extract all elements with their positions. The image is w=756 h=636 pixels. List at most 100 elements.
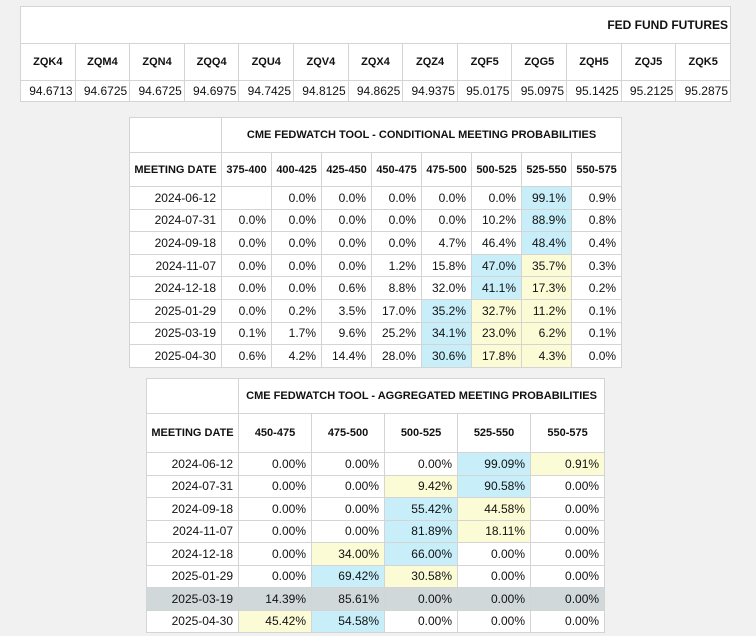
probability-cell: 0.00%	[384, 452, 458, 476]
table-row: 2025-01-29 0.00% 69.42% 30.58% 0.00% 0.00%	[146, 564, 606, 588]
futures-price-cell: 94.9375	[402, 80, 458, 102]
meeting-date-cell: 2024-09-18	[129, 231, 222, 255]
table-row: 2024-06-12 0.0% 0.0% 0.0% 0.0% 0.0% 99.1% 0.9%	[129, 186, 623, 210]
probability-cell: 0.00%	[529, 474, 606, 498]
futures-price-cell: 94.6975	[183, 80, 240, 102]
probability-cell: 17.8%	[471, 344, 522, 368]
probability-cell: 0.00%	[238, 519, 312, 543]
futures-values-row: 94.6713 94.6725 94.6725 94.6975 94.7425 94.81…	[20, 80, 731, 102]
conditional-date-header: MEETING DATE	[129, 152, 222, 187]
aggregated-range-header: 500-525	[384, 413, 458, 453]
meeting-date-cell: 2024-06-12	[129, 186, 222, 210]
probability-cell: 0.0%	[271, 276, 322, 300]
probability-cell: 0.00%	[384, 609, 458, 633]
probability-cell: 15.8%	[421, 253, 472, 278]
probability-cell: 30.6%	[421, 344, 472, 368]
futures-price-cell: 95.1425	[566, 80, 622, 102]
futures-price-cell: 94.8125	[293, 80, 349, 102]
probability-cell: 34.1%	[421, 321, 472, 346]
table-row: 2025-03-19 14.39% 85.61% 0.00% 0.00% 0.00%	[146, 587, 606, 611]
futures-price-cell: 94.7425	[238, 80, 295, 102]
probability-cell: 0.00%	[457, 609, 531, 633]
table-row: 2024-12-18 0.0% 0.0% 0.6% 8.8% 32.0% 41.1% 17.3…	[129, 276, 623, 300]
probability-cell: 0.0%	[421, 208, 472, 233]
aggregated-title-spacer	[146, 378, 239, 414]
probability-cell: 0.0%	[221, 208, 272, 233]
probability-cell: 14.39%	[238, 587, 312, 611]
probability-cell	[221, 186, 272, 210]
probability-cell: 55.42%	[384, 497, 458, 521]
probability-cell: 0.91%	[529, 452, 606, 476]
meeting-date-cell: 2025-04-30	[129, 344, 222, 368]
probability-cell: 99.09%	[457, 452, 531, 476]
probability-cell: 0.00%	[238, 542, 312, 566]
probability-cell: 99.1%	[521, 186, 572, 210]
table-row: 2024-11-07 0.0% 0.0% 0.0% 1.2% 15.8% 47.0% 35.7…	[129, 253, 623, 278]
meeting-date-cell: 2025-04-30	[146, 609, 239, 633]
table-row: 2025-03-19 0.1% 1.7% 9.6% 25.2% 34.1% 23.0% 6.2…	[129, 321, 623, 346]
probability-cell: 0.00%	[311, 497, 385, 521]
futures-price-cell: 95.0975	[511, 80, 568, 102]
futures-contract-header: ZQK4	[20, 43, 76, 81]
probability-cell: 48.4%	[521, 231, 572, 255]
probability-cell: 0.00%	[457, 564, 531, 588]
table-row: 2024-09-18 0.0% 0.0% 0.0% 0.0% 4.7% 46.4% 48.4%…	[129, 231, 623, 255]
probability-cell: 0.0%	[271, 253, 322, 278]
probability-cell: 1.2%	[371, 253, 422, 278]
futures-price-cell: 95.2125	[620, 80, 677, 102]
futures-contract-header: ZQQ4	[183, 43, 240, 81]
probability-cell: 4.2%	[271, 344, 322, 368]
probability-cell: 0.00%	[529, 587, 606, 611]
probability-cell: 0.00%	[457, 587, 531, 611]
probability-cell: 17.3%	[521, 276, 572, 300]
futures-contract-header: ZQF5	[456, 43, 513, 81]
probability-cell: 34.00%	[311, 542, 385, 566]
probability-cell: 0.0%	[421, 186, 472, 210]
probability-cell: 0.0%	[221, 253, 272, 278]
conditional-range-header: 475-500	[421, 152, 472, 187]
conditional-range-header: 500-525	[471, 152, 522, 187]
probability-cell: 0.00%	[529, 497, 606, 521]
conditional-range-header: 450-475	[371, 152, 422, 187]
aggregated-range-header: 550-575	[529, 413, 606, 453]
table-row: 2025-04-30 0.6% 4.2% 14.4% 28.0% 30.6% 17.8% 4.…	[129, 344, 623, 368]
probability-cell: 88.9%	[521, 208, 572, 233]
probability-cell: 85.61%	[311, 587, 385, 611]
probability-cell: 54.58%	[311, 609, 385, 633]
probability-cell: 46.4%	[471, 231, 522, 255]
probability-cell: 0.0%	[371, 186, 422, 210]
probability-cell: 0.0%	[321, 231, 372, 255]
futures-contract-header: ZQH5	[566, 43, 622, 81]
probability-cell: 0.1%	[570, 298, 623, 323]
probability-cell: 10.2%	[471, 208, 522, 233]
probability-cell: 0.2%	[271, 298, 322, 323]
probability-cell: 0.00%	[529, 519, 606, 543]
futures-contract-header: ZQV4	[293, 43, 349, 81]
conditional-range-header: 375-400	[221, 152, 272, 187]
conditional-range-header: 525-550	[521, 152, 572, 187]
probability-cell: 1.7%	[271, 321, 322, 346]
aggregated-header-row: MEETING DATE 450-475 475-500 500-525 525-55…	[146, 413, 606, 453]
futures-contract-header: ZQX4	[347, 43, 404, 81]
probability-cell: 0.0%	[570, 344, 623, 368]
table-row: 2024-12-18 0.00% 34.00% 66.00% 0.00% 0.00%	[146, 542, 606, 566]
meeting-date-cell: 2025-01-29	[146, 564, 239, 588]
futures-price-cell: 95.0175	[456, 80, 513, 102]
probability-cell: 81.89%	[384, 519, 458, 543]
aggregated-date-header: MEETING DATE	[146, 413, 239, 453]
meeting-date-cell: 2025-03-19	[146, 587, 239, 611]
aggregated-title: CME FEDWATCH TOOL - AGGREGATED MEETING P…	[237, 378, 606, 414]
aggregated-range-header: 475-500	[311, 413, 385, 453]
table-row: 2024-11-07 0.00% 0.00% 81.89% 18.11% 0.00%	[146, 519, 606, 543]
conditional-range-header: 400-425	[271, 152, 322, 187]
probability-cell: 0.0%	[321, 208, 372, 233]
probability-cell: 0.1%	[570, 321, 623, 346]
table-row: 2025-01-29 0.0% 0.2% 3.5% 17.0% 35.2% 32.7% 11.…	[129, 298, 623, 323]
futures-price-cell: 94.6713	[20, 80, 76, 102]
meeting-date-cell: 2025-03-19	[129, 321, 222, 346]
aggregated-probabilities-table: CME FEDWATCH TOOL - AGGREGATED MEETING P…	[146, 378, 606, 633]
probability-cell: 0.00%	[311, 519, 385, 543]
probability-cell: 69.42%	[311, 564, 385, 588]
probability-cell: 8.8%	[371, 276, 422, 300]
probability-cell: 41.1%	[471, 276, 522, 300]
